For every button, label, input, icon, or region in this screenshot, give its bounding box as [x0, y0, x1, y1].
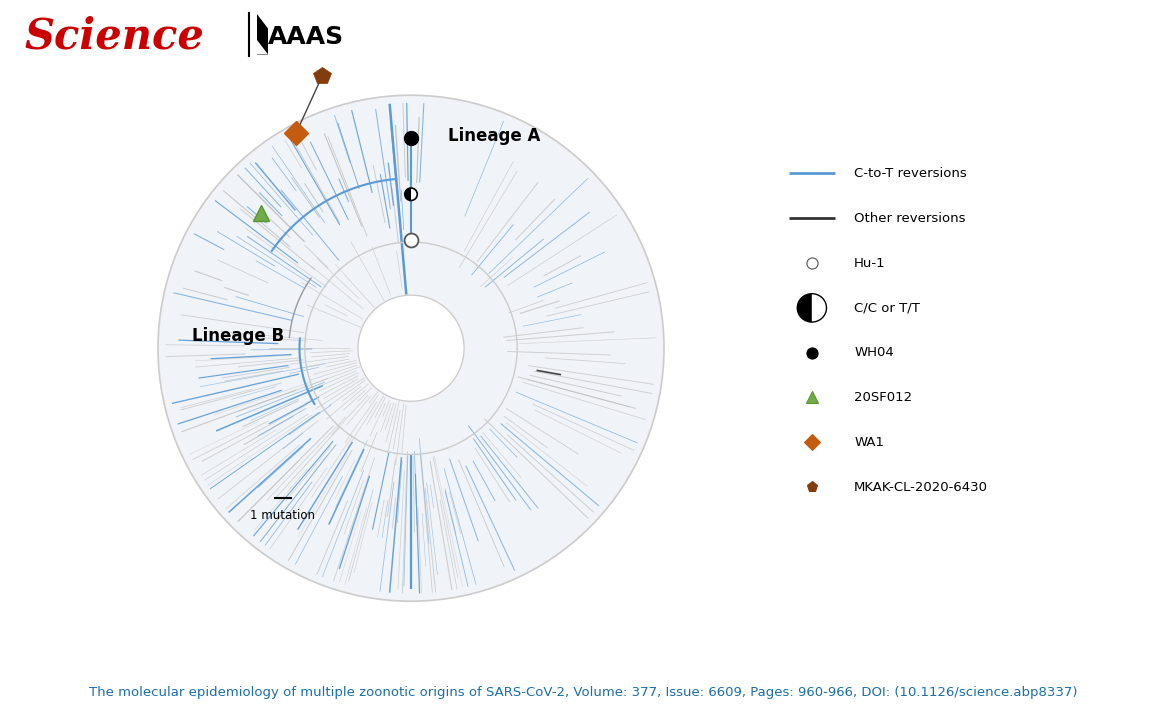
- Wedge shape: [798, 294, 812, 322]
- Polygon shape: [257, 14, 268, 29]
- Wedge shape: [405, 188, 410, 200]
- Text: Lineage A: Lineage A: [449, 127, 541, 145]
- Circle shape: [159, 95, 663, 601]
- Text: MKAK-CL-2020-6430: MKAK-CL-2020-6430: [855, 480, 989, 493]
- Text: 20SF012: 20SF012: [855, 391, 912, 404]
- Circle shape: [358, 295, 464, 401]
- Text: AAAS: AAAS: [268, 25, 344, 49]
- Text: Science: Science: [24, 16, 204, 57]
- Wedge shape: [410, 188, 417, 200]
- Text: 1 mutation: 1 mutation: [251, 509, 316, 523]
- Text: Other reversions: Other reversions: [855, 212, 965, 225]
- Text: C/C or T/T: C/C or T/T: [855, 302, 920, 314]
- Text: C-to-T reversions: C-to-T reversions: [855, 167, 967, 180]
- Text: The molecular epidemiology of multiple zoonotic origins of SARS-CoV-2, Volume: 3: The molecular epidemiology of multiple z…: [89, 686, 1077, 699]
- Wedge shape: [812, 294, 827, 322]
- Text: Lineage B: Lineage B: [192, 327, 285, 345]
- Text: WH04: WH04: [855, 346, 894, 359]
- Text: WA1: WA1: [855, 436, 884, 449]
- Polygon shape: [257, 39, 268, 55]
- Text: Hu-1: Hu-1: [855, 256, 886, 269]
- Polygon shape: [257, 14, 268, 55]
